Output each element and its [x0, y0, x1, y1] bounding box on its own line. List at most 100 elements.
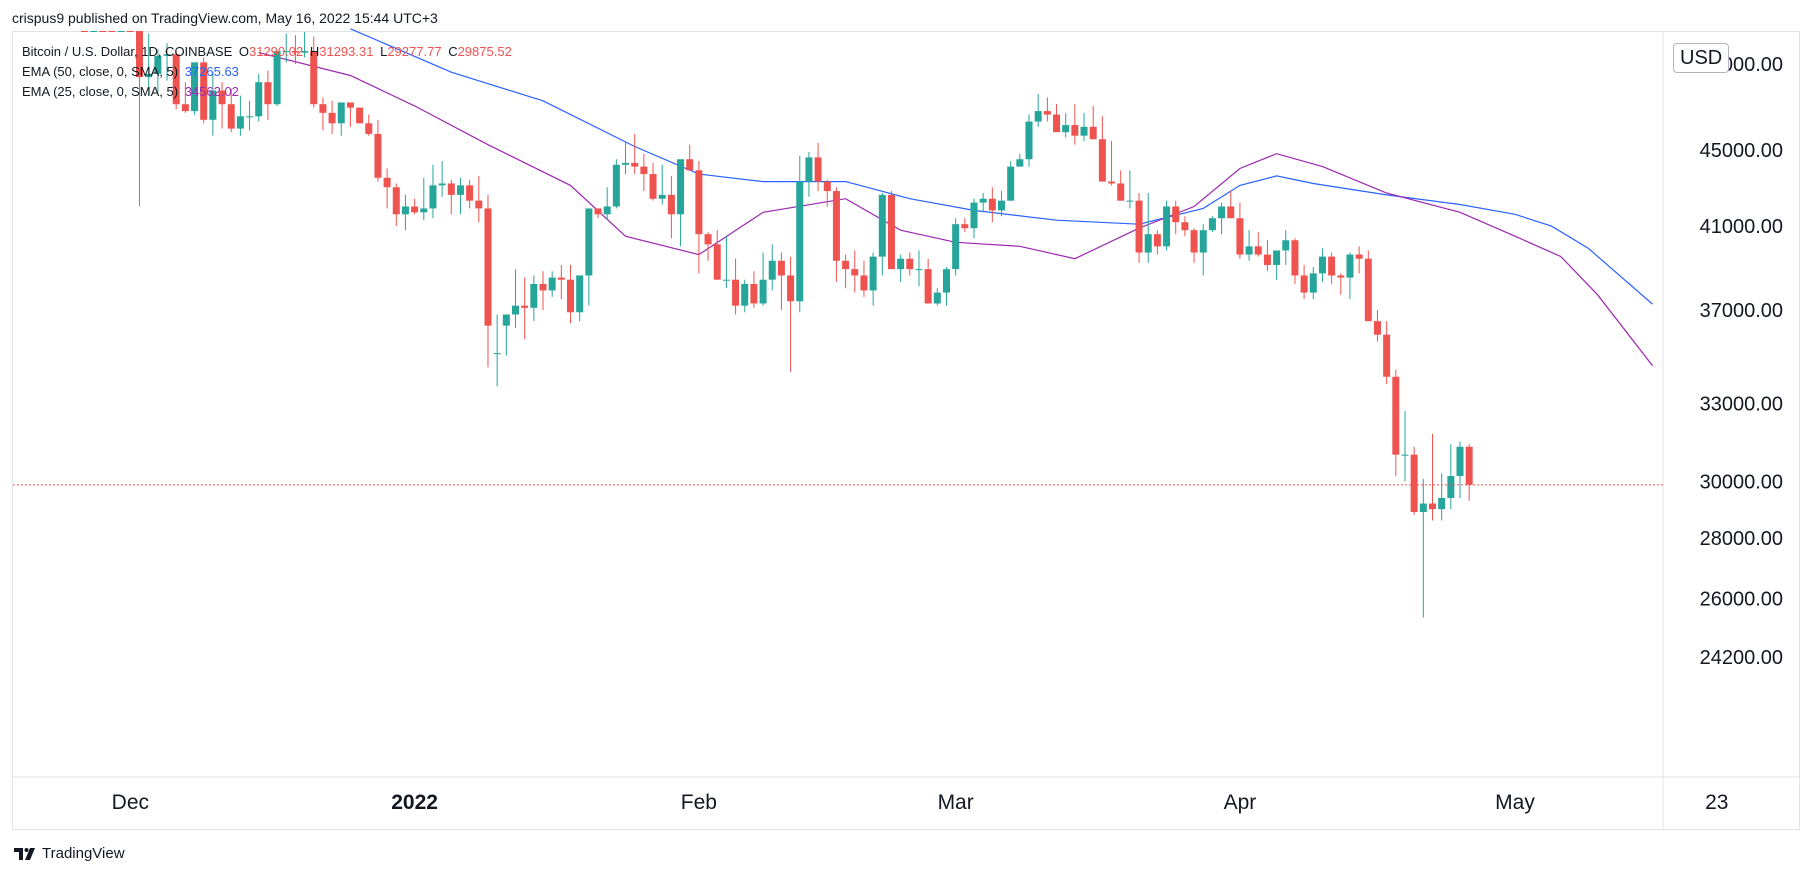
candle-body	[1007, 166, 1015, 201]
candle-body	[1254, 246, 1262, 255]
candle	[246, 100, 254, 131]
candle	[429, 164, 437, 219]
candle	[695, 161, 703, 274]
candle	[163, 43, 171, 81]
candle	[557, 264, 565, 300]
candle	[99, 31, 107, 32]
candle	[1273, 250, 1281, 280]
candle	[1071, 104, 1079, 145]
candle-body	[1245, 246, 1253, 255]
candle-body	[1089, 126, 1097, 140]
candle	[447, 179, 455, 215]
candle	[200, 57, 208, 124]
candle	[823, 179, 831, 207]
candle-body	[227, 104, 235, 129]
candle-body	[126, 31, 134, 32]
candle	[236, 95, 244, 136]
candle	[1309, 267, 1317, 300]
candle	[301, 31, 309, 58]
candle	[1355, 246, 1363, 274]
candle-body	[521, 305, 529, 308]
candle-body	[548, 277, 556, 291]
candle	[832, 187, 840, 282]
candle-body	[411, 206, 419, 213]
candle	[1117, 170, 1125, 201]
candle	[356, 107, 364, 124]
x-tick-label: May	[1495, 791, 1535, 814]
candle-body	[438, 183, 446, 186]
currency-button[interactable]: USD	[1673, 43, 1730, 73]
candle	[1089, 105, 1097, 140]
candle-body	[181, 104, 189, 112]
candle-body	[191, 62, 199, 112]
candle	[567, 264, 575, 324]
legend-ohlc: Bitcoin / U.S. Dollar, 1D, COINBASE O312…	[22, 44, 515, 59]
candle	[612, 159, 620, 209]
candle	[1419, 478, 1427, 618]
candle-body	[906, 258, 914, 270]
candle-body	[1447, 476, 1455, 498]
candle	[209, 72, 217, 136]
y-tick-label: 45000.00	[1700, 140, 1783, 162]
candle-body	[420, 208, 428, 213]
y-axis[interactable]: 50000.0045000.0041000.0037000.0033000.00…	[1700, 54, 1783, 669]
candle-body	[805, 157, 813, 182]
candle-body	[246, 116, 254, 118]
candle	[383, 168, 391, 209]
candle	[539, 271, 547, 311]
candle-body	[594, 208, 602, 215]
candle	[942, 267, 950, 306]
candle	[1016, 153, 1024, 167]
candle	[1401, 411, 1409, 482]
candle	[319, 97, 327, 131]
candle-body	[1346, 254, 1354, 278]
brand-label: TradingView	[42, 845, 125, 862]
candle	[860, 260, 868, 297]
candle	[1254, 232, 1262, 257]
candle-body	[585, 208, 593, 276]
candle-body	[1401, 454, 1409, 456]
candle	[181, 82, 189, 113]
candle-body	[567, 279, 575, 313]
candle-body	[1392, 376, 1400, 455]
candle-body	[1300, 275, 1308, 293]
candle-body	[1218, 206, 1226, 219]
candle	[906, 252, 914, 276]
candle-body	[1108, 181, 1116, 184]
y-tick-label: 37000.00	[1700, 300, 1783, 322]
candle-body	[557, 277, 565, 280]
candle-body	[1373, 321, 1381, 335]
candle	[154, 49, 162, 93]
candle-body	[1153, 234, 1161, 247]
x-axis[interactable]: Dec 2022 Feb Mar Apr May 23	[112, 791, 1729, 814]
candle-body	[759, 279, 767, 304]
candle	[108, 31, 116, 32]
candle	[456, 177, 464, 215]
legend-ema50-label: EMA (50, close, 0, SMA, 5)	[22, 64, 179, 79]
candle-body	[1428, 503, 1436, 510]
candle	[310, 36, 318, 108]
candle-body	[1227, 206, 1235, 219]
candle	[768, 244, 776, 291]
candle-body	[750, 283, 758, 304]
candle-body	[236, 116, 244, 129]
tradingview-brand[interactable]: TradingView	[14, 845, 125, 862]
legend-ema25: EMA (25, close, 0, SMA, 5) 34562.02	[22, 84, 242, 99]
candle-body	[631, 162, 639, 167]
candle-body	[392, 187, 400, 215]
candle	[961, 218, 969, 233]
candle	[1346, 252, 1354, 300]
candle	[998, 191, 1005, 217]
candle	[576, 275, 584, 322]
candle-body	[1208, 218, 1216, 231]
candle	[796, 155, 804, 313]
candle	[392, 183, 400, 227]
x-tick-label: 2022	[391, 791, 438, 814]
candle-body	[1071, 125, 1079, 136]
x-tick-label: Apr	[1224, 791, 1257, 814]
candle-body	[511, 305, 519, 315]
candle-body	[998, 200, 1005, 211]
candle	[493, 314, 501, 387]
candle	[365, 114, 373, 136]
